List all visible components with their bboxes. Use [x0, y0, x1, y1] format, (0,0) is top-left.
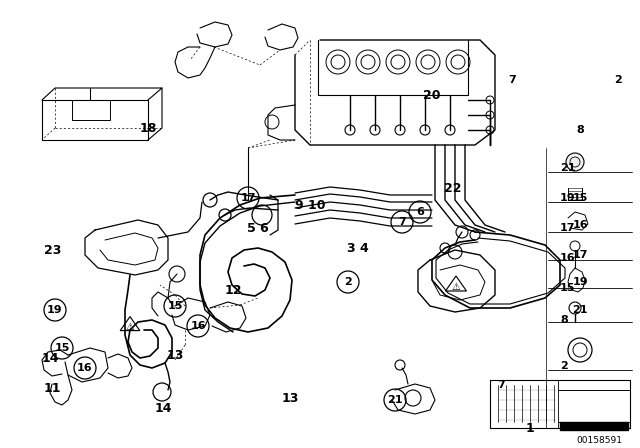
Text: 21: 21 — [572, 305, 588, 315]
Text: 7: 7 — [508, 75, 516, 85]
Text: 16: 16 — [190, 321, 206, 331]
Text: 9 10: 9 10 — [295, 198, 325, 211]
Text: 16: 16 — [77, 363, 93, 373]
Text: 15: 15 — [560, 283, 575, 293]
Text: 20: 20 — [423, 89, 441, 102]
Text: 23: 23 — [44, 244, 61, 257]
Text: 13: 13 — [166, 349, 184, 362]
Text: 5 6: 5 6 — [247, 221, 269, 234]
Text: ⚠: ⚠ — [452, 282, 460, 292]
Text: 1: 1 — [525, 422, 534, 435]
Text: 19: 19 — [560, 193, 575, 203]
Text: 8: 8 — [576, 125, 584, 135]
Text: 21: 21 — [560, 163, 575, 173]
Text: 3 4: 3 4 — [347, 241, 369, 254]
Text: ⚠: ⚠ — [125, 322, 134, 332]
Text: 18: 18 — [140, 121, 157, 134]
Text: 7: 7 — [497, 380, 505, 390]
Text: 11: 11 — [44, 382, 61, 395]
Text: 00158591: 00158591 — [576, 435, 622, 444]
Text: 15: 15 — [572, 193, 588, 203]
Text: 12: 12 — [224, 284, 242, 297]
Text: 22: 22 — [444, 181, 461, 194]
Text: 15: 15 — [167, 301, 182, 311]
Text: 16: 16 — [572, 220, 588, 230]
Text: 7: 7 — [398, 217, 406, 227]
Bar — [72, 100, 110, 120]
Text: 19: 19 — [572, 277, 588, 287]
Text: 13: 13 — [282, 392, 299, 405]
Text: 17: 17 — [560, 223, 575, 233]
Text: 2: 2 — [614, 75, 622, 85]
Text: 21: 21 — [387, 395, 403, 405]
Circle shape — [566, 153, 584, 171]
Text: 2: 2 — [560, 361, 568, 371]
Text: 14: 14 — [154, 401, 172, 414]
Text: 14: 14 — [41, 352, 59, 365]
Text: 16: 16 — [560, 253, 575, 263]
Text: 19: 19 — [47, 305, 63, 315]
Bar — [560, 422, 628, 430]
Text: 6: 6 — [416, 207, 424, 217]
Text: 2: 2 — [344, 277, 352, 287]
Text: 15: 15 — [54, 343, 70, 353]
Text: 8: 8 — [560, 315, 568, 325]
Text: 17: 17 — [240, 193, 256, 203]
Text: 17: 17 — [572, 250, 588, 260]
